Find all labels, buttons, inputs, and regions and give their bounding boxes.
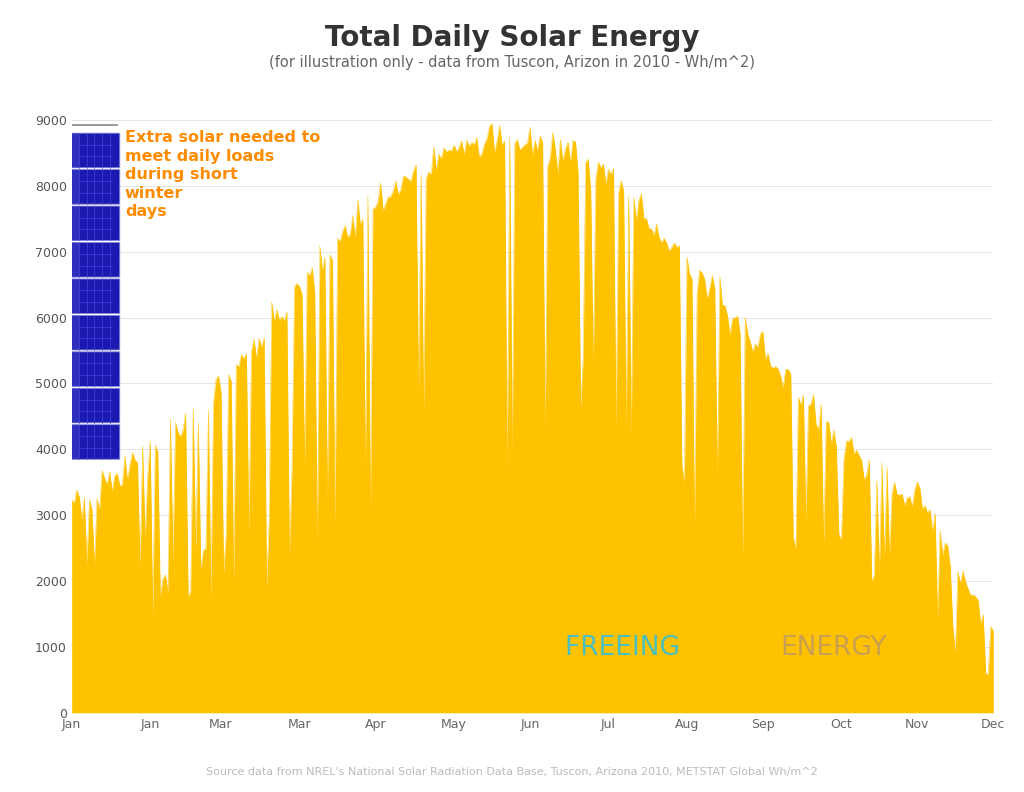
FancyBboxPatch shape [70,315,120,350]
FancyBboxPatch shape [70,388,120,423]
Text: Total Daily Solar Energy: Total Daily Solar Energy [325,24,699,51]
FancyBboxPatch shape [70,352,120,386]
FancyBboxPatch shape [70,206,120,241]
FancyBboxPatch shape [71,388,80,423]
FancyBboxPatch shape [71,169,80,204]
Text: ENERGY: ENERGY [780,635,887,661]
Text: FREEING: FREEING [565,635,689,661]
Text: Source data from NREL's National Solar Radiation Data Base, Tuscon, Arizona 2010: Source data from NREL's National Solar R… [206,767,818,777]
FancyBboxPatch shape [71,425,80,459]
FancyBboxPatch shape [70,169,120,204]
FancyBboxPatch shape [70,425,120,459]
Text: (for illustration only - data from Tuscon, Arizon in 2010 - Wh/m^2): (for illustration only - data from Tusco… [269,55,755,70]
FancyBboxPatch shape [71,315,80,350]
FancyBboxPatch shape [71,279,80,314]
FancyBboxPatch shape [71,133,80,168]
FancyBboxPatch shape [70,279,120,314]
FancyBboxPatch shape [70,242,120,277]
FancyBboxPatch shape [71,206,80,241]
FancyBboxPatch shape [71,242,80,277]
Text: Extra solar needed to
meet daily loads
during short
winter
days: Extra solar needed to meet daily loads d… [125,130,321,219]
FancyBboxPatch shape [71,352,80,386]
FancyBboxPatch shape [70,133,120,168]
